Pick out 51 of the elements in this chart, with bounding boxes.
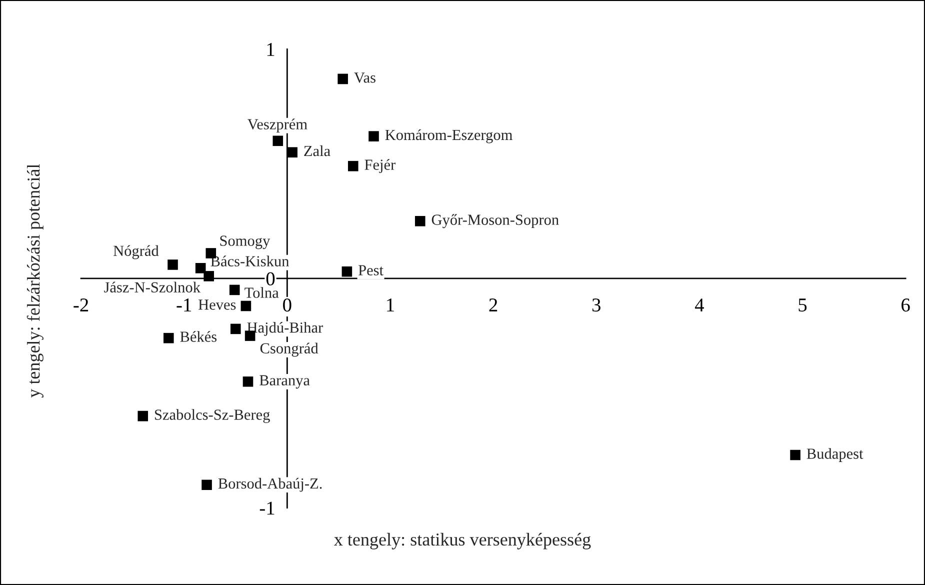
annotation: Baranya [260,375,310,389]
y-axis-title: y tengely: felzárkózási potenciál [26,164,44,398]
annotation: Bács-Kiskun [210,256,290,266]
point [202,480,212,490]
annotation: Borsod-Abaúj-Z. [218,478,322,492]
point [138,410,148,422]
x-tick-label: 2 [489,298,498,312]
point [414,216,426,226]
y-tick-label: 1 [267,43,274,56]
annotation: Győr-Moson-Sopron [432,214,559,228]
annotation: Jász-N-Szolnok [104,282,200,292]
x-tick-label: 1 [387,298,394,312]
annotation: Csongrád [260,342,318,357]
x-tick-label: -1 [176,298,192,312]
x-tick-label: -2 [74,298,88,312]
annotation: Békés [180,331,217,342]
point [195,262,206,274]
annotation: Tolna [244,287,279,298]
point [790,450,800,460]
annotation: Fejér [364,159,396,174]
point [348,160,358,172]
point [342,266,352,277]
annotation: Heves [198,300,236,310]
x-tick-label: 0 [283,298,292,312]
point [163,332,174,344]
annotation: Nógrád [113,245,159,260]
annotation: Komárom-Eszergom [385,129,512,144]
x-tick-label: 5 [798,298,807,312]
x-axis-title: x tengely: statikus versenyképesség [334,532,591,550]
annotation: Veszprém [248,118,308,133]
annotation: Szabolcs-Sz-Bereg [155,409,270,423]
point [338,74,348,84]
point [168,260,178,270]
x-tick-label: 6 [902,298,910,312]
point [368,131,379,142]
point [240,300,252,312]
x-tick-label: 4 [694,298,704,312]
y-tick-label: -1 [260,502,274,515]
point [229,284,240,296]
point [230,324,241,334]
annotation: Somogy [220,236,270,250]
y-tick-label: 0 [266,272,275,286]
point [287,147,298,158]
annotation: Budapest [806,448,864,462]
point [272,136,284,146]
annotation: Vas [354,72,376,83]
point [242,376,254,387]
annotation: Zala [304,145,330,156]
annotation: Pest [358,265,384,276]
point [204,271,214,282]
x-tick-label: 3 [592,298,600,312]
